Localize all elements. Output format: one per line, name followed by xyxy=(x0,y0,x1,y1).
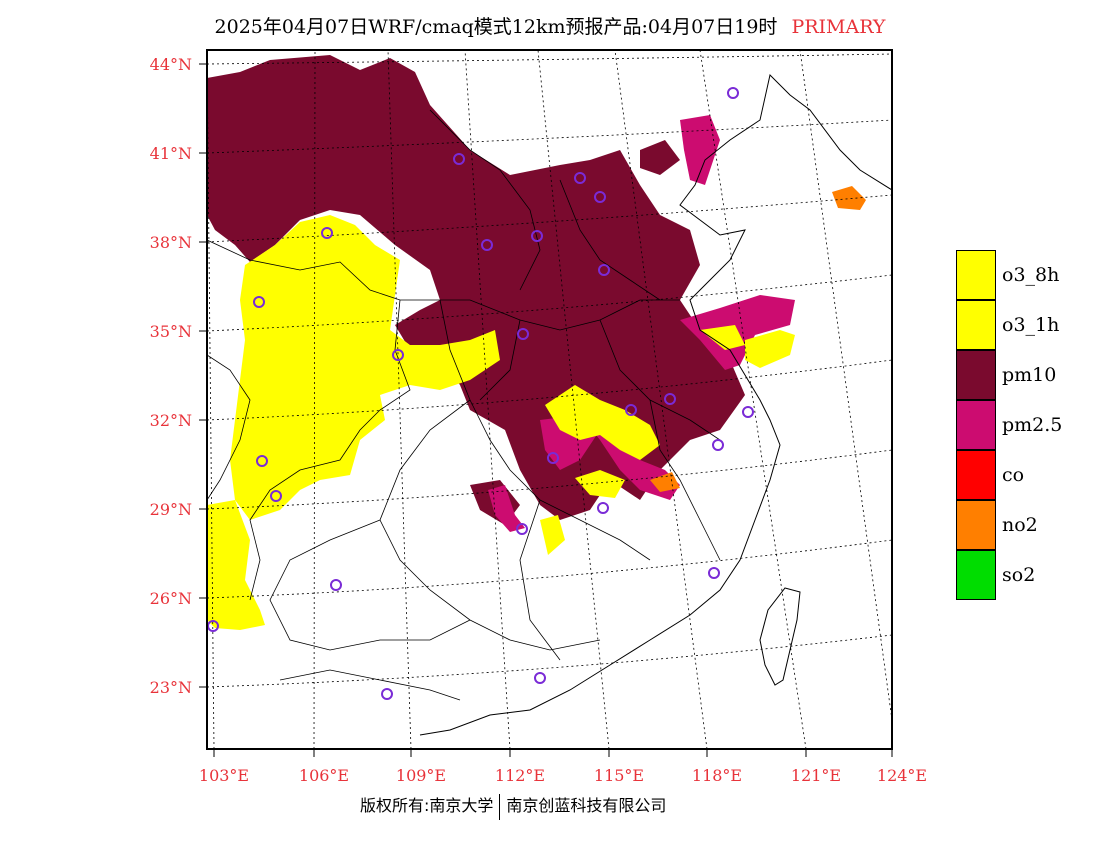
lon-label-106: 106°E xyxy=(298,766,350,785)
legend-label-o3-8h: o3_8h xyxy=(1002,264,1060,286)
map-title: 2025年04月07日WRF/cmaq模式12km预报产品:04月07日19时 P… xyxy=(0,12,1100,39)
lat-label-44: 44°N xyxy=(149,55,192,74)
legend-swatch-no2 xyxy=(956,500,996,550)
graticule xyxy=(207,50,892,749)
lat-label-23: 23°N xyxy=(149,678,192,697)
lat-label-32: 32°N xyxy=(149,411,192,430)
city-markers xyxy=(207,87,754,700)
legend-label-pm10: pm10 xyxy=(1002,364,1057,386)
title-primary-tag: PRIMARY xyxy=(791,16,886,38)
legend-label-no2: no2 xyxy=(1002,514,1038,536)
lon-label-121: 121°E xyxy=(790,766,842,785)
o3-region-east2 xyxy=(700,325,745,350)
no2-patch-central xyxy=(650,472,680,492)
title-text: 2025年04月07日WRF/cmaq模式12km预报产品:04月07日19时 xyxy=(214,16,778,38)
o3-region-west xyxy=(230,215,500,520)
no2-patch-northeast xyxy=(832,186,866,210)
legend-swatch-o3-8h xyxy=(956,250,996,300)
o3-region-southwest xyxy=(207,500,265,630)
o3-region-central xyxy=(545,385,660,460)
footer-separator xyxy=(499,793,501,820)
lon-label-124: 124°E xyxy=(876,766,928,785)
legend-label-co: co xyxy=(1002,464,1025,486)
legend-swatch-pm10 xyxy=(956,350,996,400)
pm25-region-southwest xyxy=(488,485,525,532)
lat-label-26: 26°N xyxy=(149,589,192,608)
lat-label-35: 35°N xyxy=(149,322,192,341)
legend-label-pm25: pm2.5 xyxy=(1002,414,1063,436)
lon-label-115: 115°E xyxy=(593,766,645,785)
o3-region-central-south xyxy=(575,470,625,498)
lon-label-112: 112°E xyxy=(494,766,546,785)
lon-label-109: 109°E xyxy=(395,766,447,785)
o3-patch-south xyxy=(540,515,565,555)
legend-label-o3-1h: o3_1h xyxy=(1002,314,1060,336)
legend-swatch-so2 xyxy=(956,550,996,600)
legend-swatch-o3-1h xyxy=(956,300,996,350)
pm10-patch-ne xyxy=(640,140,680,175)
axis-ticks xyxy=(199,63,893,757)
province-borders xyxy=(207,109,721,701)
o3-region-east xyxy=(745,330,795,368)
taiwan-outline xyxy=(759,587,801,686)
lat-label-38: 38°N xyxy=(149,233,192,252)
map-frame xyxy=(206,49,893,750)
copyright-footer: 版权所有:南京大学 南京创蓝科技有限公司 xyxy=(360,792,666,820)
lat-label-41: 41°N xyxy=(149,144,192,163)
pm25-region-north xyxy=(680,115,720,185)
copyright-right: 南京创蓝科技有限公司 xyxy=(506,796,667,815)
legend-label-so2: so2 xyxy=(1002,564,1036,586)
legend-swatch-pm25 xyxy=(956,400,996,450)
coastline xyxy=(419,74,892,736)
pm10-region xyxy=(207,55,745,520)
lon-label-118: 118°E xyxy=(691,766,743,785)
legend-swatch-co xyxy=(956,450,996,500)
copyright-left: 版权所有:南京大学 xyxy=(360,796,494,815)
lon-label-103: 103°E xyxy=(198,766,250,785)
lat-label-29: 29°N xyxy=(149,500,192,519)
